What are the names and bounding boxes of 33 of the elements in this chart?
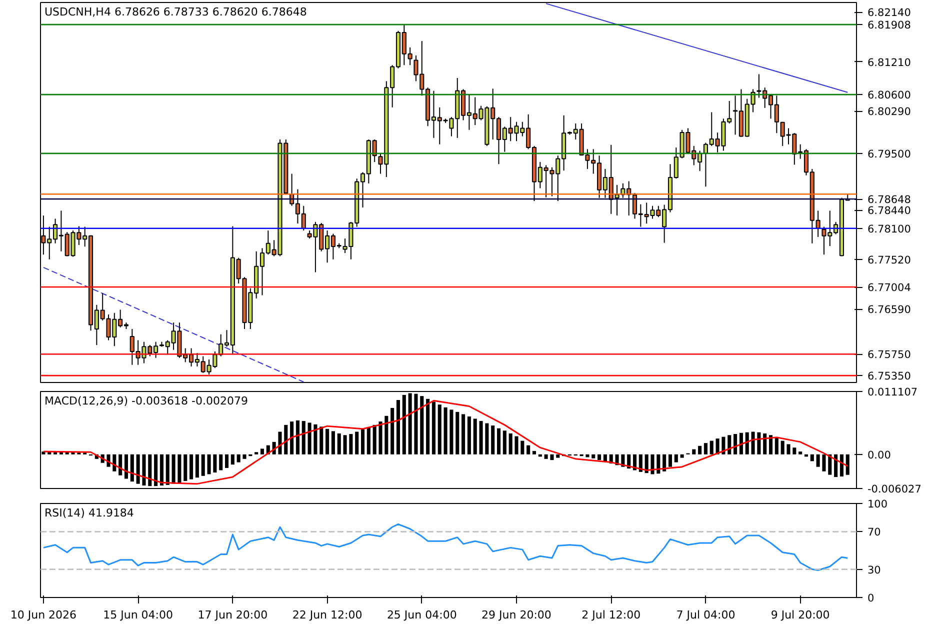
y-tick-label: 6.81210 — [868, 56, 911, 69]
ref-line-label: 6.77004 — [868, 282, 912, 294]
x-tick-label: 15 Jun 04:00 — [103, 608, 174, 622]
chart-title: RSI(14) 41.9184 — [44, 506, 134, 520]
ref-line-label: 6.78648 — [868, 194, 911, 206]
chart-title: MACD(12,26,9) -0.003618 -0.002079 — [44, 394, 248, 408]
ref-line-label: 6.75350 — [868, 370, 911, 383]
y-tick-label: 6.82140 — [868, 7, 911, 20]
y-tick-label: 0.011107 — [868, 386, 918, 398]
y-tick-label: 100 — [868, 498, 888, 510]
ref-line-label: 6.81908 — [868, 20, 911, 32]
chart-title: USDCNH,H4 6.78626 6.78733 6.78620 6.78648 — [44, 6, 307, 18]
y-tick-label: 6.78440 — [868, 205, 911, 218]
y-tick-label: 6.76590 — [868, 304, 911, 316]
y-tick-label: 6.77520 — [868, 254, 911, 266]
x-tick-label: 25 Jun 04:00 — [386, 608, 457, 622]
x-tick-label: 10 Jun 2026 — [10, 608, 77, 622]
ref-line-label: 6.80600 — [868, 90, 911, 102]
ref-line-label: 6.79500 — [868, 148, 911, 160]
y-tick-label: -0.006027 — [868, 484, 922, 496]
y-tick-label: 0 — [868, 592, 874, 604]
ref-line-label: 6.75750 — [868, 349, 911, 362]
y-tick-label: 30 — [868, 564, 881, 576]
y-tick-label: 0.00 — [868, 449, 891, 462]
x-tick-label: 7 Jul 04:00 — [676, 608, 736, 622]
x-tick-label: 17 Jun 20:00 — [198, 608, 268, 622]
x-tick-label: 22 Jun 12:00 — [292, 608, 362, 622]
ref-line-label: 6.78100 — [868, 223, 911, 236]
x-tick-label: 2 Jul 12:00 — [582, 608, 641, 622]
y-tick-label: 6.80290 — [868, 106, 911, 118]
x-tick-label: 9 Jul 20:00 — [770, 608, 830, 622]
x-tick-label: 29 Jun 20:00 — [482, 608, 552, 622]
y-tick-label: 70 — [868, 526, 881, 539]
